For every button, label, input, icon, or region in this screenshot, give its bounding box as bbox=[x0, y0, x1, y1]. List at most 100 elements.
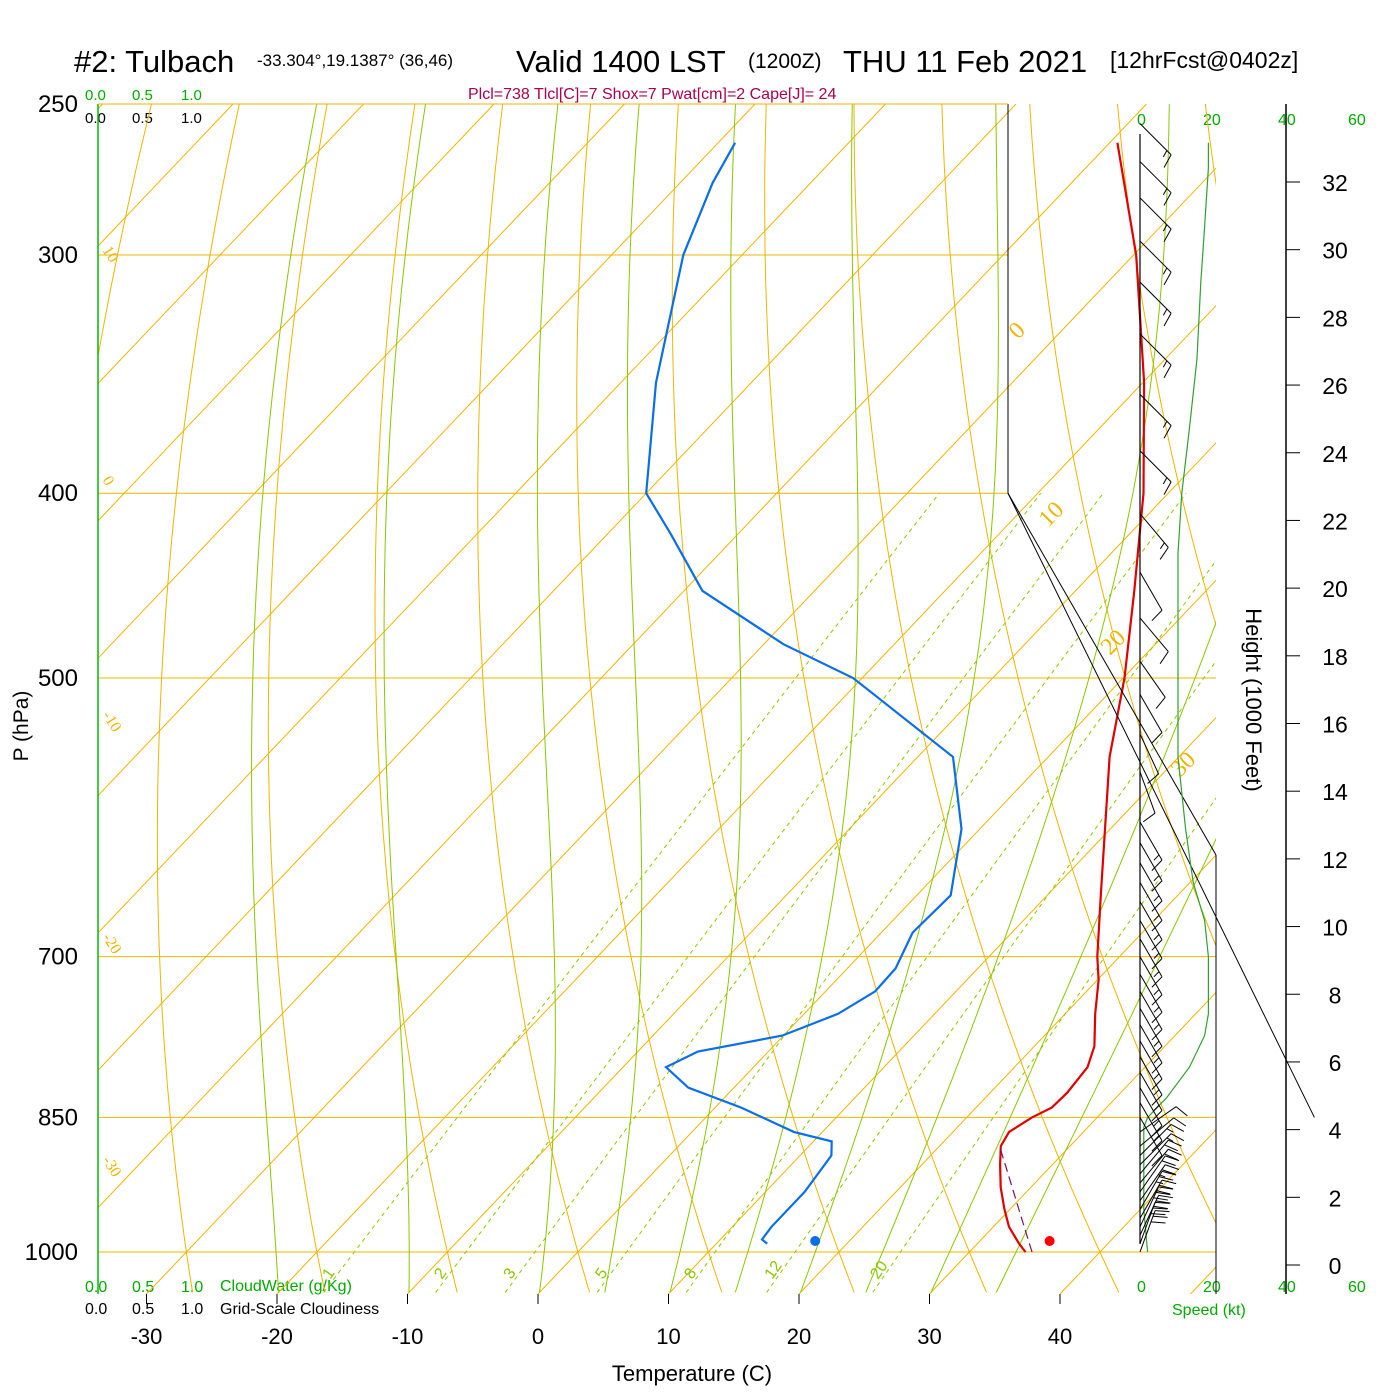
dry-adiabat-line bbox=[374, 104, 458, 1293]
cloudiness-top-1: 0.5 bbox=[132, 110, 153, 127]
wind-barb-flag bbox=[1151, 1029, 1163, 1041]
mixing-ratio-label: 2 bbox=[431, 1265, 450, 1282]
wind-barb bbox=[1139, 956, 1163, 1006]
pressure-tick-label: 1000 bbox=[25, 1239, 78, 1266]
wind-barb-half-flag bbox=[1162, 477, 1168, 485]
height-tick-label: 30 bbox=[1322, 238, 1348, 264]
wind-barb-staff bbox=[1139, 1007, 1163, 1047]
wind-barb-flag bbox=[1163, 425, 1172, 439]
wind-barb bbox=[1139, 1040, 1163, 1090]
wind-barb-staff bbox=[1139, 1171, 1163, 1210]
x-tick-label: -30 bbox=[131, 1324, 163, 1349]
x-tick-label: 30 bbox=[917, 1324, 941, 1349]
wind-barb-staff bbox=[1139, 617, 1169, 652]
wind-barb-flag bbox=[1152, 1215, 1168, 1218]
wind-barb-flag bbox=[1155, 1200, 1171, 1204]
mixing-ratio-label: 8 bbox=[681, 1265, 700, 1282]
wind-barb-flag bbox=[1161, 1179, 1177, 1185]
height-tick-label: 24 bbox=[1322, 441, 1348, 467]
isotherm-label: -30 bbox=[99, 1153, 125, 1180]
x-tick-label: -20 bbox=[261, 1324, 293, 1349]
mixing-ratio-line bbox=[685, 559, 1216, 1293]
surface-temperature-marker bbox=[1044, 1236, 1055, 1246]
wind-barb-flag bbox=[1165, 1164, 1180, 1170]
wind-barb-staff bbox=[1139, 1179, 1163, 1219]
wind-barb-flag bbox=[1158, 1186, 1174, 1190]
wind-barb-flag bbox=[1155, 1189, 1171, 1195]
speed-bottom-40: 40 bbox=[1278, 1279, 1296, 1296]
wind-barb bbox=[1139, 1139, 1182, 1175]
x-axis-title: Temperature (C) bbox=[612, 1361, 772, 1386]
height-tick-label: 32 bbox=[1322, 170, 1348, 196]
speed-bottom-60: 60 bbox=[1348, 1279, 1366, 1296]
wind-barb-flag bbox=[1152, 1207, 1168, 1210]
wind-barb bbox=[1139, 660, 1166, 709]
temperature-line bbox=[998, 142, 1146, 1253]
height-tick-label: 6 bbox=[1329, 1050, 1342, 1076]
wind-barb-flag bbox=[1151, 1078, 1163, 1090]
dry-adiabat-line bbox=[156, 104, 240, 1293]
wind-barb-flag bbox=[1155, 1191, 1171, 1196]
cloudwater-bottom-0: 0.0 bbox=[85, 1279, 107, 1296]
cloudiness-bottom-1: 0.5 bbox=[132, 1301, 154, 1318]
cloudiness-bottom-2: 1.0 bbox=[181, 1301, 203, 1318]
cloudiness-scale-top: 0.0 0.5 1.0 bbox=[85, 110, 202, 127]
wind-barb-half-flag bbox=[1153, 1073, 1160, 1080]
chart-title-station: #2: Tulbach bbox=[74, 44, 234, 79]
moist-adiabat-line bbox=[930, 621, 1216, 1293]
wind-barb-half-flag bbox=[1153, 971, 1160, 978]
x-tick-label: 0 bbox=[532, 1324, 544, 1349]
wind-barb bbox=[1139, 571, 1163, 622]
moist-adiabat-line bbox=[604, 104, 643, 1293]
wind-barb-flag bbox=[1151, 900, 1163, 912]
wind-barb-staff bbox=[1139, 1155, 1166, 1193]
wind-barb-flag bbox=[1158, 1176, 1174, 1181]
wind-barb-staff bbox=[1139, 281, 1172, 314]
cloudiness-bottom-0: 0.0 bbox=[85, 1301, 107, 1318]
wind-barb-staff bbox=[1139, 161, 1172, 194]
dry-adiabat-line bbox=[764, 104, 987, 1293]
wind-barb bbox=[1139, 1194, 1174, 1236]
dry-adiabat-line bbox=[671, 104, 855, 1293]
wind-barb-half-flag bbox=[1153, 1040, 1160, 1047]
wind-barb-flag bbox=[1159, 547, 1169, 560]
wind-barb-staff bbox=[1139, 973, 1163, 1013]
wind-barb-flag bbox=[1161, 1169, 1176, 1175]
isotherm-line bbox=[798, 854, 1216, 1294]
dry-adiabat-line bbox=[1375, 70, 1400, 1292]
wind-barb-flag bbox=[1151, 880, 1163, 892]
isotherm-label: -20 bbox=[99, 930, 125, 957]
wind-barb bbox=[1139, 991, 1163, 1041]
wind-barb-staff bbox=[1139, 920, 1163, 959]
wind-barb-flag bbox=[1161, 1170, 1177, 1176]
wind-barb bbox=[1139, 1164, 1180, 1202]
mixing-ratio-line bbox=[323, 492, 940, 1293]
wind-barb bbox=[1139, 901, 1163, 951]
dry-adiabat-line bbox=[941, 104, 1216, 1225]
x-tick-label: 20 bbox=[787, 1324, 811, 1349]
pressure-tick-label: 400 bbox=[38, 480, 78, 507]
isotherm-line bbox=[929, 991, 1216, 1294]
wind-barb-staff bbox=[1139, 1133, 1172, 1166]
isotherm-line bbox=[668, 716, 1216, 1294]
wind-barb-half-flag bbox=[1153, 875, 1160, 882]
wind-barb bbox=[1139, 333, 1172, 378]
wind-barb-flag bbox=[1163, 364, 1172, 378]
wind-barb bbox=[1139, 1179, 1177, 1219]
wind-barb-flag bbox=[1151, 1140, 1163, 1152]
wind-barb bbox=[1139, 973, 1163, 1024]
wind-barb bbox=[1139, 394, 1172, 439]
wind-barb-staff bbox=[1139, 1117, 1163, 1156]
parcel-line bbox=[998, 1145, 1033, 1253]
cloudiness-top-2: 1.0 bbox=[181, 110, 202, 127]
speed-scale-top: 0 20 40 60 bbox=[1137, 112, 1366, 129]
wind-barb bbox=[1139, 862, 1163, 912]
wind-barb-staff bbox=[1139, 901, 1163, 940]
wind-barb-flag bbox=[1161, 1160, 1176, 1167]
cloudwater-title: CloudWater (g/Kg) bbox=[220, 1278, 352, 1295]
height-tick-label: 0 bbox=[1329, 1253, 1342, 1279]
wind-barb-staff bbox=[1139, 1186, 1160, 1227]
wind-barb-flag bbox=[1151, 958, 1163, 970]
wind-barb-flag bbox=[1163, 228, 1172, 242]
wind-barb-half-flag bbox=[1153, 1120, 1160, 1127]
